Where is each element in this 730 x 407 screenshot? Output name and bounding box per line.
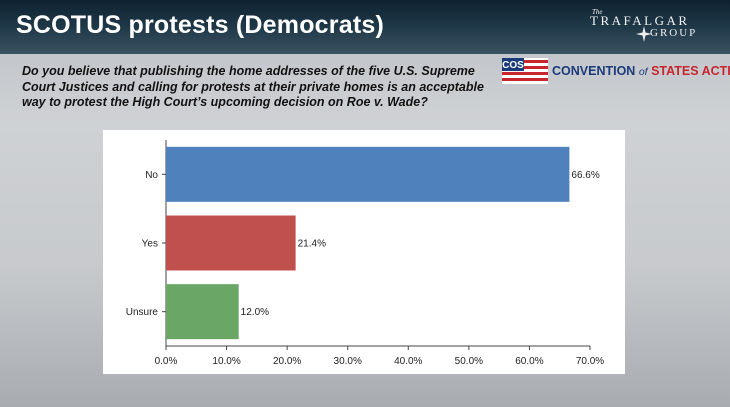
- brand-line1: TRAFALGAR: [590, 13, 690, 28]
- sponsor-name-part2: STATES: [651, 64, 699, 78]
- brand-line2: GROUP: [650, 27, 698, 39]
- sponsor-name-of: of: [638, 66, 648, 78]
- cos-flag-icon: COS: [502, 58, 548, 84]
- chart-panel: 0.0% 10.0% 20.0% 30.0% 40.0% 50.0% 60.0% 70.0% N…: [103, 130, 625, 374]
- category-label: Yes: [142, 239, 158, 250]
- survey-question: Do you believe that publishing the home …: [22, 64, 484, 109]
- brand-the: The: [592, 8, 603, 16]
- x-tick-label: 60.0%: [515, 356, 543, 367]
- bar-no: [166, 146, 570, 202]
- sponsor-name-part1: CONVENTION: [552, 64, 636, 78]
- data-label: 12.0%: [241, 307, 269, 318]
- data-label: 66.6%: [571, 170, 599, 181]
- sponsor-name: CONVENTION of STATES ACTION: [552, 64, 730, 78]
- x-tick-label: 20.0%: [273, 356, 301, 367]
- x-tick-label: 40.0%: [394, 356, 422, 367]
- bar-yes: [166, 215, 296, 271]
- compass-rose-icon: [636, 26, 652, 42]
- category-label: No: [145, 170, 158, 181]
- cos-flag-text: COS: [502, 60, 524, 71]
- sponsor-name-part3: ACTION: [701, 64, 730, 78]
- header-banner: SCOTUS protests (Democrats) The TRAFALGA…: [0, 0, 730, 54]
- convention-of-states-logo: COS CONVENTION of STATES ACTION: [502, 58, 730, 84]
- trafalgar-group-logo: The TRAFALGAR GROUP: [588, 8, 716, 46]
- x-tick-label: 30.0%: [334, 356, 362, 367]
- bar-chart: 0.0% 10.0% 20.0% 30.0% 40.0% 50.0% 60.0% 70.0% N…: [126, 140, 604, 367]
- x-tick-label: 10.0%: [212, 356, 240, 367]
- bar-unsure: [166, 284, 239, 340]
- slide-title: SCOTUS protests (Democrats): [16, 11, 384, 39]
- x-tick-label: 70.0%: [576, 356, 604, 367]
- data-label: 21.4%: [298, 239, 326, 250]
- x-tick-label: 50.0%: [455, 356, 483, 367]
- x-tick-label: 0.0%: [155, 356, 178, 367]
- category-label: Unsure: [126, 307, 159, 318]
